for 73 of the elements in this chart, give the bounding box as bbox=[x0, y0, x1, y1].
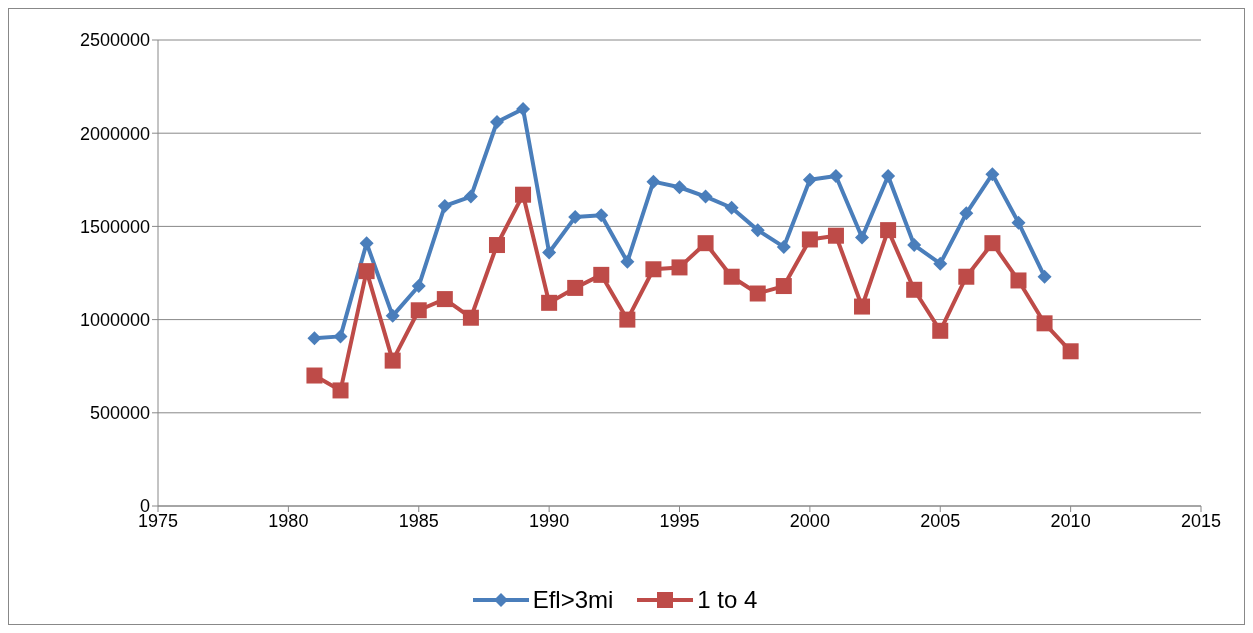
point bbox=[880, 222, 897, 239]
point bbox=[594, 208, 609, 223]
y-tick-label: 1500000 bbox=[79, 216, 150, 237]
point bbox=[437, 198, 452, 213]
point bbox=[854, 298, 871, 315]
point bbox=[802, 172, 817, 187]
x-tick-label: 2015 bbox=[1180, 510, 1222, 531]
point bbox=[410, 302, 427, 319]
point bbox=[776, 239, 791, 254]
point bbox=[750, 223, 765, 238]
legend-label: Efl>3mi bbox=[532, 586, 614, 614]
point bbox=[828, 169, 843, 184]
point bbox=[1062, 343, 1079, 360]
point bbox=[542, 245, 557, 260]
point bbox=[1011, 215, 1026, 230]
point bbox=[411, 279, 426, 294]
point bbox=[801, 231, 818, 248]
point bbox=[827, 227, 844, 244]
point bbox=[567, 279, 584, 296]
point bbox=[619, 311, 636, 328]
point bbox=[672, 180, 687, 195]
legend-label: 1 to 4 bbox=[697, 586, 758, 614]
point bbox=[516, 101, 531, 116]
point bbox=[436, 291, 453, 308]
point bbox=[1036, 315, 1053, 332]
point bbox=[1010, 272, 1027, 289]
point bbox=[959, 206, 974, 221]
point bbox=[671, 259, 688, 276]
point bbox=[984, 235, 1001, 252]
point bbox=[307, 331, 322, 346]
point bbox=[646, 174, 661, 189]
point bbox=[985, 167, 1000, 182]
point bbox=[723, 268, 740, 285]
point bbox=[775, 278, 792, 295]
x-tick-label: 1990 bbox=[529, 510, 570, 531]
point bbox=[463, 189, 478, 204]
y-tick-label: 1000000 bbox=[79, 309, 150, 330]
point bbox=[933, 256, 948, 271]
point bbox=[958, 268, 975, 285]
point bbox=[749, 285, 766, 302]
x-tick-label: 1995 bbox=[659, 510, 700, 531]
x-tick-label: 2000 bbox=[789, 510, 830, 531]
point bbox=[932, 322, 949, 339]
point bbox=[1037, 269, 1052, 284]
point bbox=[593, 266, 610, 283]
x-tick-label: 1985 bbox=[398, 510, 439, 531]
point bbox=[855, 230, 870, 245]
point bbox=[489, 115, 504, 130]
point bbox=[620, 254, 635, 269]
point bbox=[724, 200, 739, 215]
y-tick-label: 2500000 bbox=[79, 30, 150, 51]
point bbox=[488, 237, 505, 254]
x-tick-label: 1980 bbox=[268, 510, 309, 531]
point bbox=[907, 238, 922, 253]
x-tick-label: 2010 bbox=[1050, 510, 1091, 531]
y-tick-label: 2000000 bbox=[79, 123, 150, 144]
point bbox=[906, 281, 923, 298]
point bbox=[332, 382, 349, 399]
point bbox=[645, 261, 662, 278]
point bbox=[358, 263, 375, 280]
point bbox=[698, 189, 713, 204]
point bbox=[515, 186, 532, 203]
y-tick-label: 500000 bbox=[89, 403, 150, 424]
point bbox=[385, 308, 400, 323]
point bbox=[333, 329, 348, 344]
point bbox=[462, 309, 479, 326]
point bbox=[881, 169, 896, 184]
point bbox=[568, 210, 583, 225]
point bbox=[541, 294, 558, 311]
point bbox=[697, 235, 714, 252]
point bbox=[384, 352, 401, 369]
x-tick-label: 2005 bbox=[920, 510, 961, 531]
point bbox=[306, 367, 323, 384]
